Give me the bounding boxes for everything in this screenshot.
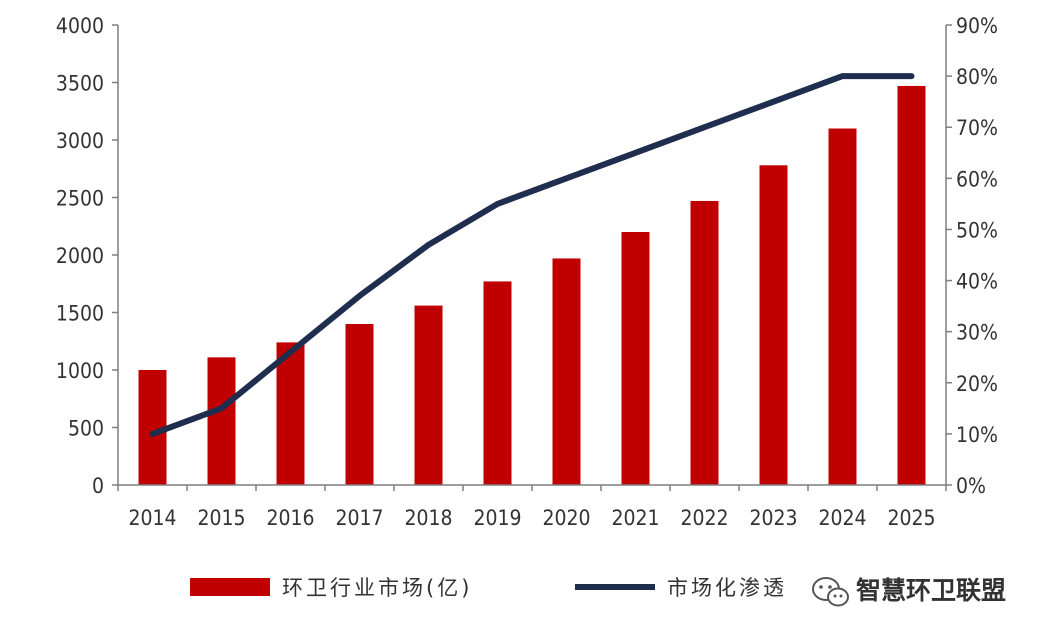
left-tick-label: 1000 [56,359,104,383]
right-tick-label: 60% [956,167,998,191]
x-tick-label-2021: 2021 [611,506,659,530]
right-tick-label: 50% [956,218,998,242]
line-layer [149,73,915,437]
line-point-2016 [289,350,292,354]
bar-2019 [483,281,512,485]
right-tick-label: 10% [956,423,998,447]
bar-2016 [276,342,305,485]
left-tick-label: 500 [68,417,104,441]
right-tick-label: 30% [956,321,998,345]
line-point-2018 [427,243,430,247]
x-tick-label-2017: 2017 [335,506,383,530]
legend-label-line: 市场化渗透 [667,576,787,600]
line-point-2014 [151,432,154,436]
wechat-icon [812,577,849,607]
x-tick-label-2022: 2022 [680,506,728,530]
line-point-2017 [358,294,361,298]
bar-2017 [345,324,374,485]
x-tick-label-2024: 2024 [818,506,866,530]
x-tick-label-2019: 2019 [473,506,521,530]
x-tick-label-2015: 2015 [197,506,245,530]
left-tick-label: 2500 [56,187,104,211]
left-tick-label: 0 [92,474,104,498]
bar-2025 [897,85,926,485]
right-tick-label: 20% [956,372,998,396]
watermark-text: 智慧环卫联盟 [856,576,1006,605]
line-point-2020 [565,176,568,180]
x-tick-label-2025: 2025 [887,506,935,530]
right-tick-label: 0% [956,474,986,498]
line-point-2021 [634,151,637,155]
x-tick-label-2016: 2016 [266,506,314,530]
bar-2015 [207,357,236,485]
line-point-2019 [496,202,499,206]
legend-label-bar: 环卫行业市场(亿) [282,576,472,600]
x-tick-label-2023: 2023 [749,506,797,530]
line-point-2025 [910,74,913,78]
x-tick-label-2020: 2020 [542,506,590,530]
right-tick-label: 90% [956,14,998,38]
ticks-layer: 0 500 1000 1500 2000 2500 3000 3500 4000 0% 10% 20%… [56,14,998,530]
legend-swatch-bar [190,578,270,596]
right-tick-label: 70% [956,116,998,140]
left-tick-label: 1500 [56,302,104,326]
left-tick-label: 3000 [56,129,104,153]
watermark: 智慧环卫联盟 [812,576,1006,607]
legend: 环卫行业市场(亿) 市场化渗透 [190,576,787,600]
penetration-line [149,73,915,437]
bars-layer [138,85,926,486]
bar-2024 [828,128,857,485]
bar-2021 [621,232,650,485]
right-tick-label: 40% [956,270,998,294]
left-tick-label: 4000 [56,14,104,38]
line-point-2023 [772,100,775,104]
bar-2022 [690,200,719,485]
bar-2020 [552,258,581,485]
bar-2018 [414,305,443,485]
bar-2023 [759,165,788,486]
x-tick-label-2014: 2014 [128,506,176,530]
line-point-2015 [220,406,223,410]
left-tick-label: 2000 [56,244,104,268]
left-tick-label: 3500 [56,72,104,96]
axes-layer [117,25,947,486]
right-tick-label: 80% [956,65,998,89]
line-point-2022 [703,125,706,129]
x-tick-label-2018: 2018 [404,506,452,530]
line-point-2024 [841,74,844,78]
